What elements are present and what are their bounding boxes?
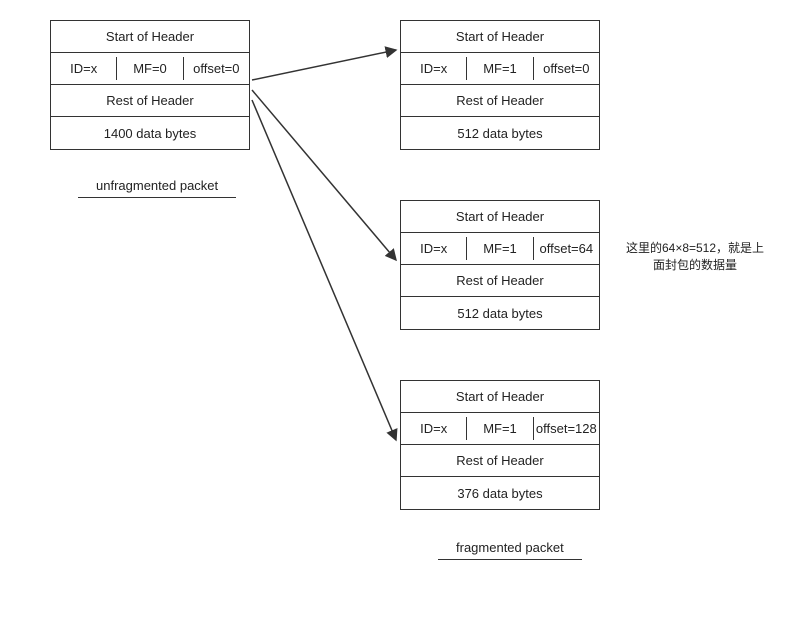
row-flags: ID=x MF=1 offset=128 bbox=[401, 413, 599, 445]
cell-id: ID=x bbox=[401, 237, 467, 261]
cell-mf: MF=1 bbox=[467, 57, 533, 81]
row-data: 1400 data bytes bbox=[51, 117, 249, 149]
row-start-header: Start of Header bbox=[401, 201, 599, 233]
label: Rest of Header bbox=[456, 93, 543, 108]
row-start-header: Start of Header bbox=[401, 21, 599, 53]
caption-fragmented: fragmented packet bbox=[438, 540, 582, 560]
packet-fragment-1: Start of Header ID=x MF=1 offset=0 Rest … bbox=[400, 20, 600, 150]
row-start-header: Start of Header bbox=[401, 381, 599, 413]
label: 376 data bytes bbox=[457, 486, 542, 501]
row-rest-header: Rest of Header bbox=[401, 85, 599, 117]
label: Start of Header bbox=[456, 389, 544, 404]
caption-unfragmented: unfragmented packet bbox=[78, 178, 236, 198]
cell-id: ID=x bbox=[401, 417, 467, 441]
cell-offset: offset=128 bbox=[534, 417, 599, 441]
label: 512 data bytes bbox=[457, 306, 542, 321]
label: Rest of Header bbox=[456, 273, 543, 288]
row-start-header: Start of Header bbox=[51, 21, 249, 53]
row-data: 376 data bytes bbox=[401, 477, 599, 509]
caption-text: unfragmented packet bbox=[96, 178, 218, 193]
cell-offset: offset=0 bbox=[534, 57, 599, 81]
row-rest-header: Rest of Header bbox=[401, 265, 599, 297]
caption-text: fragmented packet bbox=[456, 540, 564, 555]
row-data: 512 data bytes bbox=[401, 297, 599, 329]
cell-id: ID=x bbox=[51, 57, 117, 81]
cell-offset: offset=0 bbox=[184, 57, 249, 81]
packet-fragment-2: Start of Header ID=x MF=1 offset=64 Rest… bbox=[400, 200, 600, 330]
row-data: 512 data bytes bbox=[401, 117, 599, 149]
row-flags: ID=x MF=1 offset=64 bbox=[401, 233, 599, 265]
row-flags: ID=x MF=1 offset=0 bbox=[401, 53, 599, 85]
arrow-to-frag3 bbox=[252, 100, 396, 440]
arrow-to-frag1 bbox=[252, 50, 396, 80]
cell-mf: MF=1 bbox=[467, 237, 533, 261]
annotation-offset-explain: 这里的64×8=512，就是上面封包的数据量 bbox=[620, 240, 770, 274]
label: Start of Header bbox=[456, 29, 544, 44]
cell-offset: offset=64 bbox=[534, 237, 599, 261]
label: Start of Header bbox=[456, 209, 544, 224]
row-flags: ID=x MF=0 offset=0 bbox=[51, 53, 249, 85]
label: Start of Header bbox=[106, 29, 194, 44]
packet-source: Start of Header ID=x MF=0 offset=0 Rest … bbox=[50, 20, 250, 150]
label: Rest of Header bbox=[456, 453, 543, 468]
annotation-text: 这里的64×8=512，就是上面封包的数据量 bbox=[626, 241, 764, 272]
row-rest-header: Rest of Header bbox=[401, 445, 599, 477]
label: 1400 data bytes bbox=[104, 126, 197, 141]
cell-mf: MF=1 bbox=[467, 417, 533, 441]
packet-fragment-3: Start of Header ID=x MF=1 offset=128 Res… bbox=[400, 380, 600, 510]
label: 512 data bytes bbox=[457, 126, 542, 141]
label: Rest of Header bbox=[106, 93, 193, 108]
cell-mf: MF=0 bbox=[117, 57, 183, 81]
cell-id: ID=x bbox=[401, 57, 467, 81]
arrow-to-frag2 bbox=[252, 90, 396, 260]
row-rest-header: Rest of Header bbox=[51, 85, 249, 117]
